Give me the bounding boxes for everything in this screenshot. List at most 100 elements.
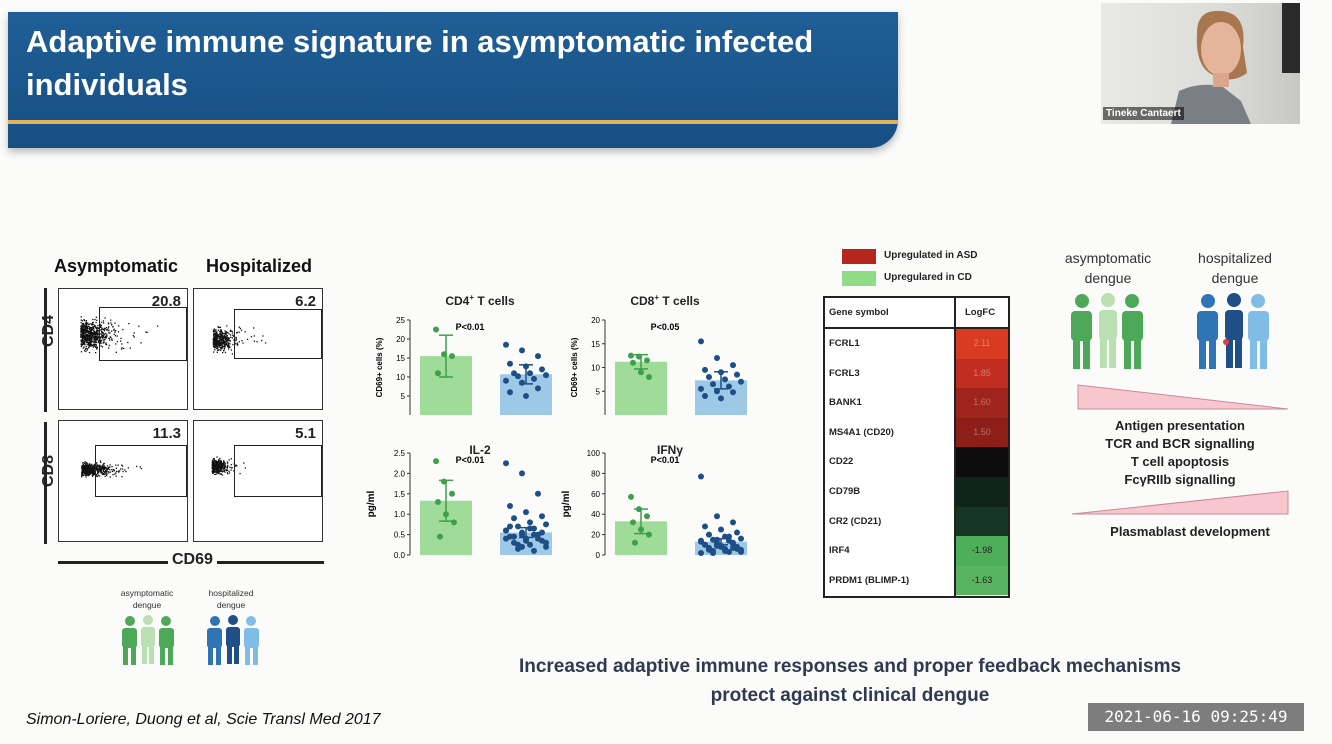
pathway-2: TCR and BCR signalling xyxy=(1105,436,1255,451)
pathway-1: Antigen presentation xyxy=(1114,418,1245,433)
data-point xyxy=(706,374,712,380)
legend-asymptomatic-label: asymptomatic dengue xyxy=(120,588,174,610)
y-axis-label: CD69+ cells (%) xyxy=(375,337,384,397)
flow-events xyxy=(211,456,246,476)
data-point xyxy=(730,519,736,526)
data-point xyxy=(706,531,712,538)
p-value-annotation: P<0.01 xyxy=(456,322,485,332)
data-point xyxy=(433,458,439,465)
gene-name: BANK1 xyxy=(829,397,862,409)
hospitalized-people-icon xyxy=(207,615,259,665)
data-point xyxy=(535,353,541,360)
title-banner xyxy=(8,12,898,148)
y-tick-label: 60 xyxy=(591,490,600,499)
cd8-axis-line xyxy=(44,422,47,544)
y-tick-label: 40 xyxy=(591,510,600,519)
flow-plot-cd4-asymptomatic: 20.8 xyxy=(58,288,188,410)
pathway-plasmablast: Plasmablast development xyxy=(1110,524,1270,539)
logfc-cell: 1.50 xyxy=(956,417,1008,448)
logfc-cell xyxy=(956,477,1008,507)
data-point xyxy=(726,533,732,540)
flow-col-asymptomatic: Asymptomatic xyxy=(54,256,179,276)
gene-name: FCRL1 xyxy=(829,338,860,349)
presenter-silhouette xyxy=(1171,10,1251,124)
flow-plot-cd8-asymptomatic: 11.3 xyxy=(58,420,188,542)
data-point xyxy=(519,470,525,477)
data-point xyxy=(630,519,636,526)
flow-plot-cd8-hospitalized: 5.1 xyxy=(193,420,323,542)
webcam-video[interactable] xyxy=(1101,3,1300,124)
data-point xyxy=(519,531,525,538)
gene-name: PRDM1 (BLIMP-1) xyxy=(829,574,910,586)
decreasing-wedge xyxy=(1077,384,1289,410)
data-point xyxy=(503,377,509,384)
data-point xyxy=(730,389,736,396)
data-point xyxy=(519,379,525,386)
bar-chart-il2: 0.0 0.5 1.0 1.5 2.0 2.5 pg/ml P<0.01 xyxy=(366,449,552,560)
data-point xyxy=(539,513,545,520)
data-point xyxy=(523,363,529,370)
data-point xyxy=(718,395,724,402)
right-hosp-label: hospitalized dengue xyxy=(1198,250,1272,286)
data-point xyxy=(507,389,513,396)
chart-title-ifng: IFNγ xyxy=(656,443,683,457)
y-tick-label: 25 xyxy=(396,316,405,325)
data-point xyxy=(539,366,545,373)
data-point xyxy=(646,374,652,380)
data-point xyxy=(644,513,650,520)
data-point xyxy=(730,362,736,369)
y-axis-label: pg/ml xyxy=(561,490,572,517)
data-point xyxy=(644,357,650,364)
data-point xyxy=(698,473,704,480)
right-hospitalized-people-icon xyxy=(1197,293,1269,369)
data-point xyxy=(527,519,533,526)
gene-name: CD22 xyxy=(829,456,854,468)
data-point xyxy=(449,490,455,497)
data-point xyxy=(441,351,447,358)
header-logfc: LogFC xyxy=(965,307,996,318)
y-axis-label: CD69+ cells (%) xyxy=(570,337,579,397)
bar-chart-ifng: 0 20 40 60 80 100 pg/ml P<0.01 xyxy=(561,449,747,560)
data-point xyxy=(507,523,513,530)
y-tick-label: 5 xyxy=(596,387,601,396)
right-asym-label: asymptomatic dengue xyxy=(1064,250,1152,286)
flow-gate xyxy=(234,445,322,497)
data-point xyxy=(718,526,724,533)
legend-hospitalized-label: hospitalized dengue xyxy=(208,588,254,610)
data-point xyxy=(710,549,716,556)
flow-events xyxy=(80,316,159,354)
gene-table: Gene symbol LogFC FCRL1 2.11 FCRL3 1.85 BANK… xyxy=(823,296,1010,598)
data-point xyxy=(435,498,441,505)
data-point xyxy=(503,341,509,348)
logfc-cell: -1.98 xyxy=(956,536,1008,566)
data-point xyxy=(726,383,732,390)
data-point xyxy=(507,503,513,510)
data-point xyxy=(702,393,708,399)
data-point xyxy=(519,347,525,354)
y-tick-label: 80 xyxy=(591,469,600,478)
cd8-axis-label: CD8 xyxy=(40,454,58,488)
y-tick-label: 0.5 xyxy=(394,531,406,540)
data-point xyxy=(535,385,541,392)
data-point xyxy=(734,529,740,536)
data-point xyxy=(515,373,521,380)
y-tick-label: 1.5 xyxy=(394,490,406,499)
data-point xyxy=(451,519,457,526)
data-point xyxy=(443,511,449,518)
data-point xyxy=(698,537,704,544)
recording-timestamp: 2021-06-16 09:25:49 xyxy=(1088,703,1304,731)
logfc-cell: 1.85 xyxy=(956,358,1008,389)
data-point xyxy=(543,521,549,528)
data-point xyxy=(632,539,638,546)
data-point xyxy=(738,548,744,555)
logfc-cell xyxy=(956,447,1008,477)
data-point xyxy=(698,338,704,345)
data-point xyxy=(527,370,533,377)
logfc-cell: 1.60 xyxy=(956,388,1008,418)
y-tick-label: 20 xyxy=(591,531,600,540)
data-point xyxy=(523,509,529,516)
flow-percent-cd4-hosp: 6.2 xyxy=(295,293,316,310)
data-point xyxy=(714,542,720,549)
data-point xyxy=(702,541,708,548)
flow-gate xyxy=(99,307,187,361)
